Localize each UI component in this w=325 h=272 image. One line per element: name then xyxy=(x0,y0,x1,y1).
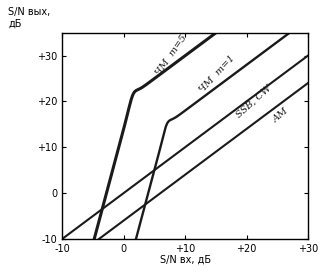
Text: SSB, CW: SSB, CW xyxy=(234,83,273,119)
Text: ЧМ  m=5: ЧМ m=5 xyxy=(154,34,189,78)
Text: S/N вых,
дБ: S/N вых, дБ xyxy=(8,7,51,29)
X-axis label: S/N вх, дБ: S/N вх, дБ xyxy=(160,255,211,265)
Text: АМ: АМ xyxy=(271,106,290,124)
Text: ЧМ  m=1: ЧМ m=1 xyxy=(197,54,236,94)
